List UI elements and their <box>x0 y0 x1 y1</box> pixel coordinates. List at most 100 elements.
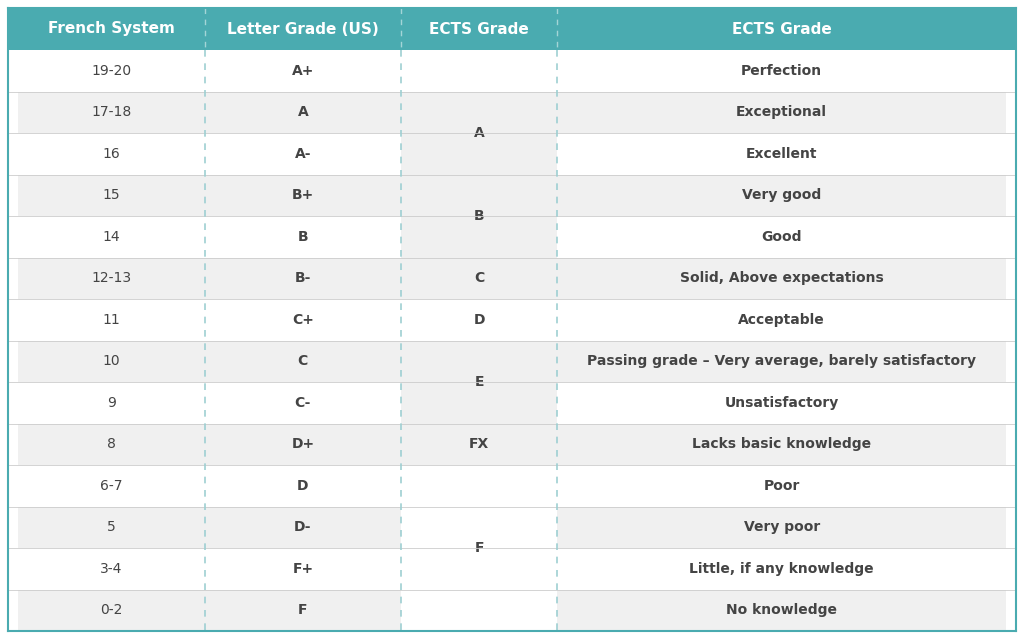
Text: 17-18: 17-18 <box>91 105 131 119</box>
Bar <box>205 424 401 465</box>
Text: 3-4: 3-4 <box>100 562 123 576</box>
Text: Very good: Very good <box>742 189 821 203</box>
Bar <box>205 382 401 424</box>
Text: Poor: Poor <box>764 479 800 493</box>
Text: F: F <box>474 541 484 555</box>
Bar <box>18 590 205 631</box>
Text: 16: 16 <box>102 147 120 161</box>
Text: Very poor: Very poor <box>743 520 820 534</box>
Bar <box>205 174 401 216</box>
Bar <box>205 299 401 341</box>
Bar <box>205 341 401 382</box>
Text: B+: B+ <box>292 189 314 203</box>
Text: Exceptional: Exceptional <box>736 105 827 119</box>
Text: ECTS Grade: ECTS Grade <box>429 22 529 36</box>
Bar <box>18 507 205 548</box>
Text: Little, if any knowledge: Little, if any knowledge <box>689 562 873 576</box>
Bar <box>557 258 1006 299</box>
Bar <box>18 133 205 174</box>
Text: Unsatisfactory: Unsatisfactory <box>725 396 839 410</box>
Text: 0-2: 0-2 <box>100 603 123 617</box>
Bar <box>557 465 1006 507</box>
Bar <box>18 465 205 507</box>
Bar <box>205 216 401 258</box>
Text: C+: C+ <box>292 312 313 327</box>
Text: C: C <box>298 354 308 368</box>
Bar <box>557 382 1006 424</box>
Text: 5: 5 <box>106 520 116 534</box>
Text: No knowledge: No knowledge <box>726 603 838 617</box>
Bar <box>205 258 401 299</box>
Bar <box>18 341 205 382</box>
Bar <box>401 465 557 631</box>
Text: Good: Good <box>762 230 802 243</box>
Bar <box>205 507 401 548</box>
Bar <box>401 258 557 299</box>
Text: F: F <box>298 603 307 617</box>
Text: 9: 9 <box>106 396 116 410</box>
Text: B: B <box>298 230 308 243</box>
Text: FX: FX <box>469 437 489 451</box>
Bar <box>401 424 557 465</box>
Bar <box>557 424 1006 465</box>
Bar <box>557 548 1006 590</box>
Text: Lacks basic knowledge: Lacks basic knowledge <box>692 437 871 451</box>
Text: C-: C- <box>295 396 311 410</box>
Bar <box>205 133 401 174</box>
Text: B: B <box>474 209 484 223</box>
Bar <box>557 50 1006 91</box>
Text: ECTS Grade: ECTS Grade <box>732 22 831 36</box>
Bar <box>557 299 1006 341</box>
Text: A: A <box>474 126 484 140</box>
Text: C: C <box>474 271 484 285</box>
Bar <box>401 50 557 91</box>
Bar <box>18 216 205 258</box>
Bar <box>205 91 401 133</box>
Text: A+: A+ <box>292 64 314 78</box>
Bar <box>401 299 557 341</box>
Bar <box>18 382 205 424</box>
Text: A-: A- <box>295 147 311 161</box>
Text: 15: 15 <box>102 189 120 203</box>
Text: Solid, Above expectations: Solid, Above expectations <box>680 271 884 285</box>
Text: E: E <box>474 375 484 389</box>
Bar <box>401 341 557 424</box>
Bar <box>18 91 205 133</box>
Bar <box>18 258 205 299</box>
Text: Excellent: Excellent <box>745 147 817 161</box>
Text: 14: 14 <box>102 230 120 243</box>
Text: Letter Grade (US): Letter Grade (US) <box>227 22 379 36</box>
Bar <box>557 91 1006 133</box>
Bar <box>205 590 401 631</box>
Text: 8: 8 <box>106 437 116 451</box>
Text: Acceptable: Acceptable <box>738 312 825 327</box>
Text: A: A <box>297 105 308 119</box>
Bar <box>205 465 401 507</box>
Bar <box>18 548 205 590</box>
Bar <box>18 424 205 465</box>
Text: D-: D- <box>294 520 311 534</box>
Bar <box>205 548 401 590</box>
Bar <box>557 216 1006 258</box>
Bar <box>557 341 1006 382</box>
Bar <box>557 133 1006 174</box>
Text: 10: 10 <box>102 354 120 368</box>
Text: French System: French System <box>48 22 175 36</box>
Bar <box>8 8 1016 50</box>
Bar <box>401 91 557 174</box>
Bar <box>557 174 1006 216</box>
Text: F+: F+ <box>292 562 313 576</box>
Bar <box>401 174 557 258</box>
Text: D: D <box>473 312 485 327</box>
Text: 11: 11 <box>102 312 120 327</box>
Text: D: D <box>297 479 308 493</box>
Text: Passing grade – Very average, barely satisfactory: Passing grade – Very average, barely sat… <box>587 354 976 368</box>
Text: 12-13: 12-13 <box>91 271 131 285</box>
Text: 19-20: 19-20 <box>91 64 131 78</box>
Text: B-: B- <box>295 271 311 285</box>
Bar <box>205 50 401 91</box>
Text: D+: D+ <box>291 437 314 451</box>
Text: Perfection: Perfection <box>741 64 822 78</box>
Text: 6-7: 6-7 <box>100 479 123 493</box>
Bar <box>18 50 205 91</box>
